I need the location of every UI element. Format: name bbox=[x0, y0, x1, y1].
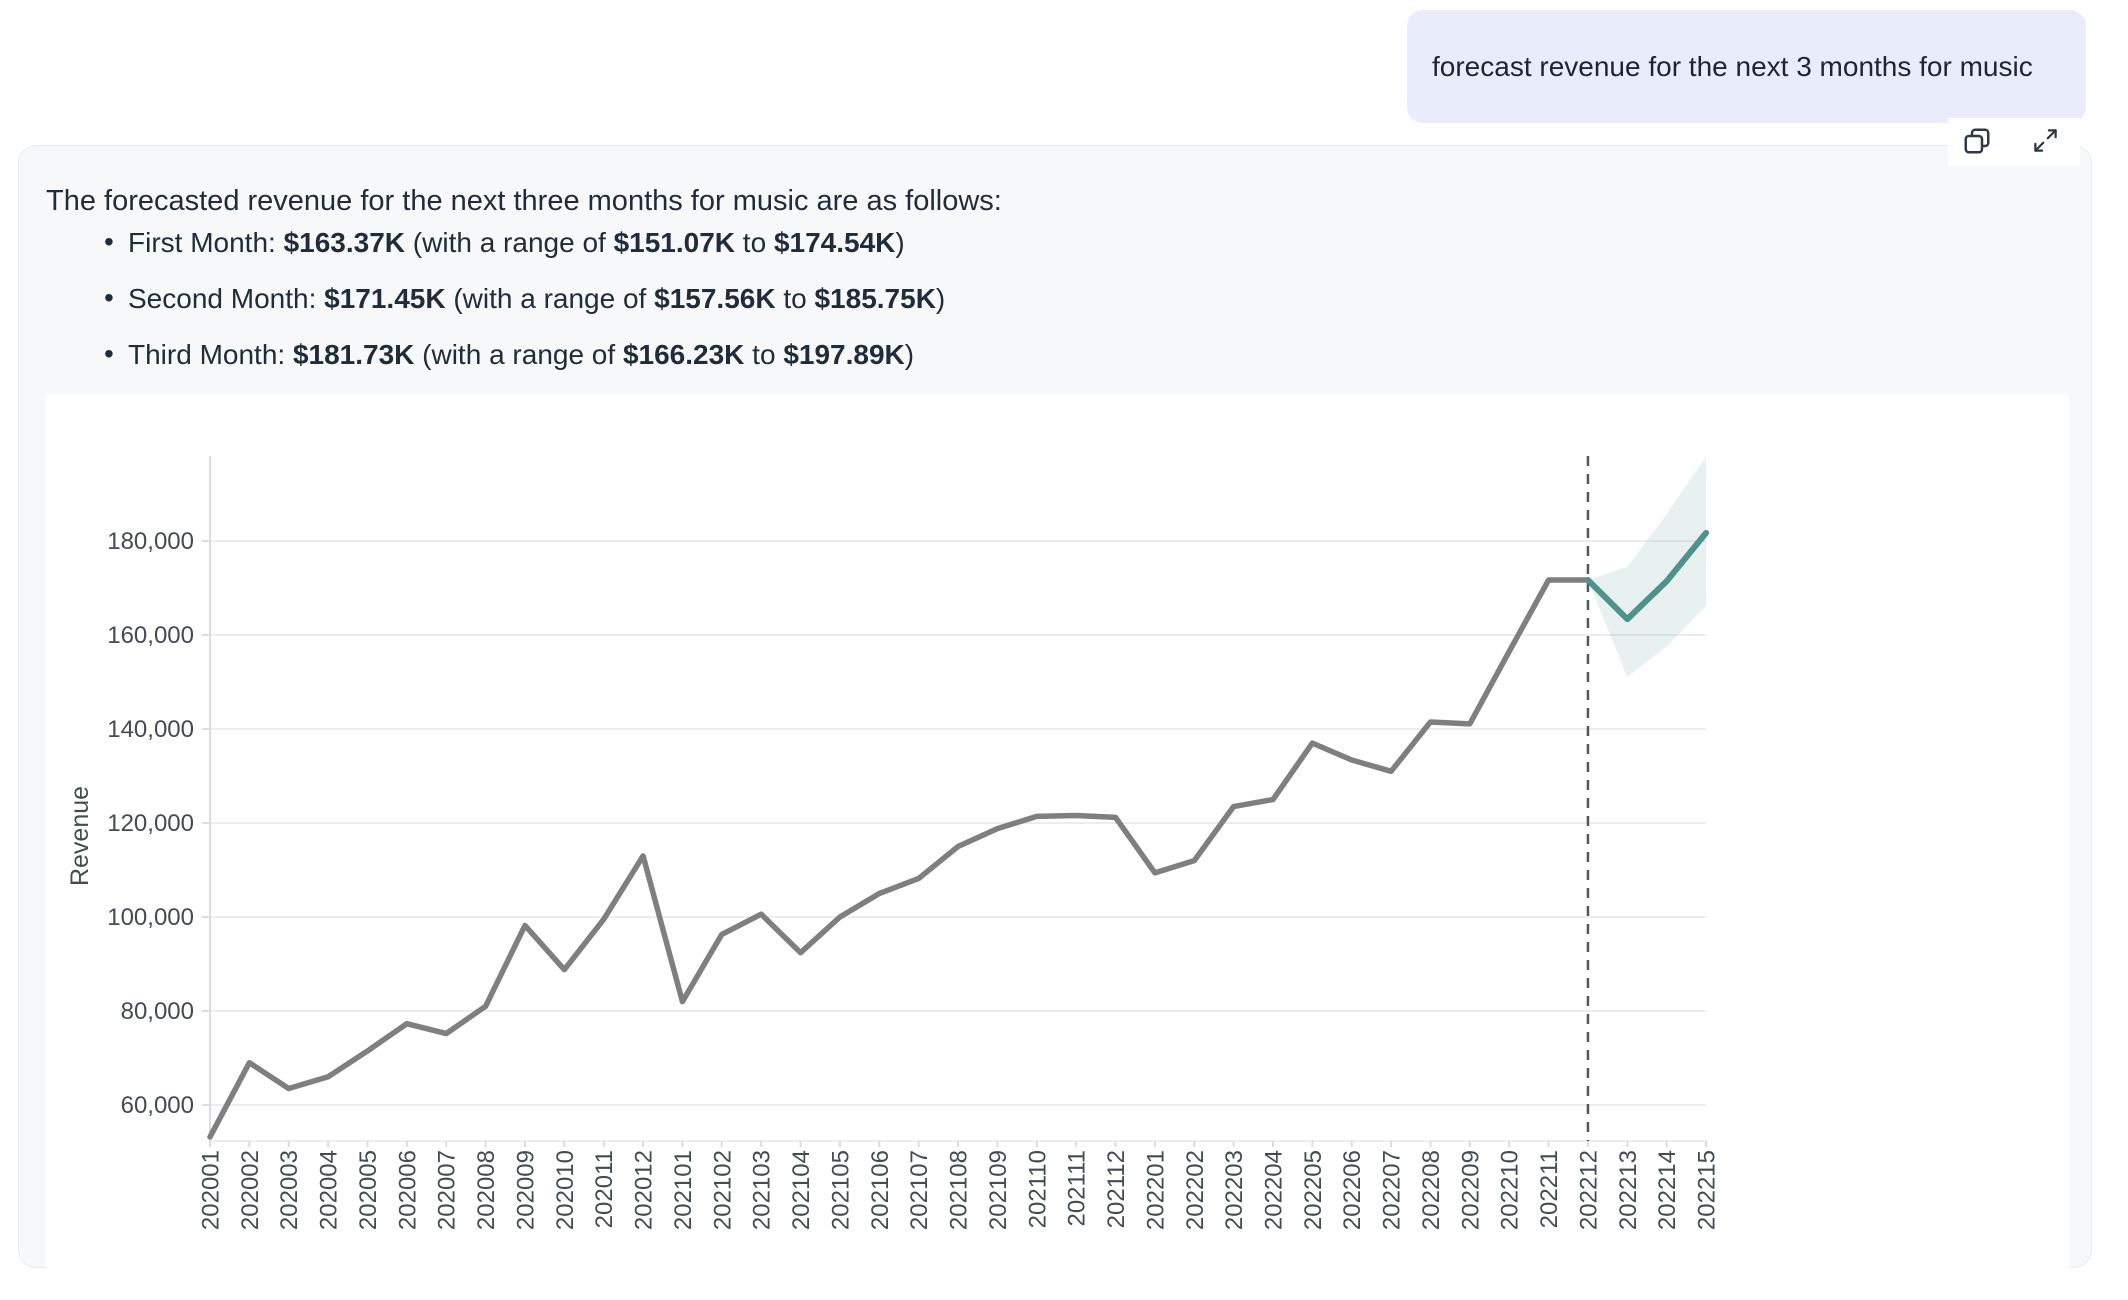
x-tick-label: 202109 bbox=[985, 1150, 1012, 1230]
x-tick-label: 202209 bbox=[1457, 1150, 1484, 1230]
y-tick-label: 180,000 bbox=[107, 528, 194, 555]
forecast-value: $181.73K bbox=[292, 339, 415, 370]
range-text: (with a range of bbox=[414, 339, 623, 370]
x-tick-label: 202212 bbox=[1575, 1150, 1602, 1230]
expand-icon bbox=[2032, 127, 2059, 157]
x-tick-label: 202112 bbox=[1103, 1150, 1130, 1228]
x-tick-label: 202010 bbox=[552, 1150, 579, 1230]
assistant-response-card: The forecasted revenue for the next thre… bbox=[18, 145, 2092, 1269]
x-tick-label: 202004 bbox=[316, 1150, 343, 1230]
range-high: $185.75K bbox=[814, 283, 936, 314]
range-low: $157.56K bbox=[654, 283, 776, 314]
x-tick-label: 202103 bbox=[749, 1150, 776, 1230]
x-tick-label: 202107 bbox=[906, 1150, 933, 1230]
x-tick-label: 202105 bbox=[827, 1150, 854, 1230]
forecast-value: $171.45K bbox=[324, 283, 446, 314]
x-tick-label: 202210 bbox=[1497, 1150, 1524, 1230]
x-tick-label: 202214 bbox=[1654, 1150, 1681, 1230]
x-tick-label: 202106 bbox=[867, 1150, 894, 1230]
range-text: (with a range of bbox=[405, 227, 614, 258]
bullet-label: Second Month: bbox=[128, 283, 325, 314]
response-intro: The forecasted revenue for the next thre… bbox=[46, 185, 1002, 217]
x-tick-label: 202007 bbox=[434, 1150, 461, 1230]
forecast-bullet-first-month: First Month: $163.37K (with a range of $… bbox=[104, 225, 905, 259]
range-high: $197.89K bbox=[783, 339, 905, 370]
user-message-text: forecast revenue for the next 3 months f… bbox=[1432, 50, 2033, 82]
x-tick-label: 202211 bbox=[1536, 1150, 1563, 1228]
x-tick-label: 202110 bbox=[1024, 1150, 1051, 1228]
revenue-forecast-chart: 60,000 80,000 100,000 120,000 140,000 160,000… bbox=[66, 456, 1721, 1230]
expand-button[interactable] bbox=[2032, 127, 2059, 157]
x-tick-label: 202002 bbox=[237, 1150, 264, 1230]
range-text: (with a range of bbox=[445, 283, 655, 314]
range-low: $151.07K bbox=[613, 227, 736, 258]
y-tick-label: 100,000 bbox=[107, 904, 194, 931]
y-tick-label: 140,000 bbox=[107, 716, 194, 743]
x-tick-label: 202111 bbox=[1064, 1150, 1091, 1227]
y-tick-label: 160,000 bbox=[107, 622, 194, 649]
x-tick-label: 202205 bbox=[1300, 1150, 1327, 1230]
revenue-chart-panel: 60,000 80,000 100,000 120,000 140,000 160,000… bbox=[46, 394, 2069, 1269]
x-tick-label: 202006 bbox=[394, 1150, 421, 1230]
forecast-bullet-third-month: Third Month: $181.73K (with a range of $… bbox=[104, 337, 915, 371]
x-tick-label: 202001 bbox=[198, 1150, 225, 1230]
x-tick-label: 202201 bbox=[1142, 1150, 1169, 1230]
x-tick-label: 202203 bbox=[1221, 1150, 1248, 1230]
copy-button[interactable] bbox=[1962, 126, 1992, 159]
forecast-value: $163.37K bbox=[283, 227, 406, 258]
x-tick-label: 202101 bbox=[670, 1150, 697, 1230]
range-text: to bbox=[735, 227, 774, 258]
x-tick-label: 202003 bbox=[276, 1150, 303, 1230]
x-tick-label: 202005 bbox=[355, 1150, 382, 1230]
user-message-bubble: forecast revenue for the next 3 months f… bbox=[1407, 10, 2086, 123]
x-tick-label: 202102 bbox=[709, 1150, 736, 1230]
y-tick-label: 60,000 bbox=[121, 1092, 194, 1119]
range-text: ) bbox=[895, 227, 905, 258]
confidence-band bbox=[1587, 456, 1707, 677]
x-tick-label: 202011 bbox=[591, 1150, 618, 1228]
x-tick-label: 202008 bbox=[473, 1150, 500, 1230]
y-tick-label: 80,000 bbox=[121, 998, 194, 1025]
y-axis-title: Revenue bbox=[66, 786, 94, 886]
x-tick-label: 202108 bbox=[946, 1150, 973, 1230]
x-tick-label: 202206 bbox=[1339, 1150, 1366, 1230]
x-tick-label: 202215 bbox=[1694, 1150, 1721, 1230]
range-text: to bbox=[775, 283, 815, 314]
x-tick-label: 202202 bbox=[1182, 1150, 1209, 1230]
y-tick-label: 120,000 bbox=[107, 810, 194, 837]
range-low: $166.23K bbox=[622, 339, 745, 370]
range-text: ) bbox=[904, 339, 915, 370]
x-tick-label: 202207 bbox=[1379, 1150, 1406, 1230]
forecast-bullet-second-month: Second Month: $171.45K (with a range of … bbox=[104, 281, 946, 315]
range-text: to bbox=[744, 339, 784, 370]
x-tick-label: 202012 bbox=[631, 1150, 658, 1230]
forecast-line bbox=[1584, 529, 1710, 623]
bullet-label: Third Month: bbox=[128, 339, 293, 370]
bullet-label: First Month: bbox=[128, 227, 284, 258]
response-toolbar bbox=[1948, 118, 2080, 166]
x-tick-label: 202213 bbox=[1615, 1150, 1642, 1230]
historical-line bbox=[207, 577, 1591, 1140]
x-tick-label: 202208 bbox=[1418, 1150, 1445, 1230]
x-tick-label: 202104 bbox=[788, 1150, 815, 1230]
copy-icon bbox=[1962, 126, 1992, 159]
range-high: $174.54K bbox=[773, 227, 896, 258]
x-tick-label: 202009 bbox=[512, 1150, 539, 1230]
range-text: ) bbox=[935, 283, 946, 314]
x-tick-label: 202204 bbox=[1260, 1150, 1287, 1230]
